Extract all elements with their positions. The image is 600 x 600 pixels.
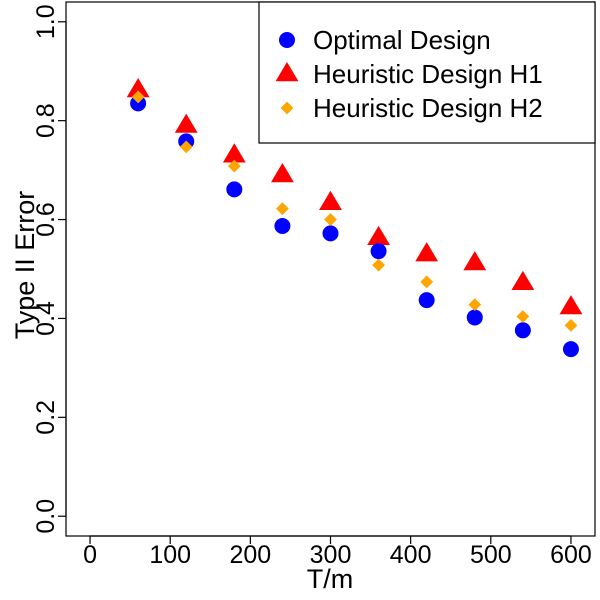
y-tick-label: 0.6 — [32, 202, 60, 237]
data-point-heuristic-design-h2 — [420, 275, 434, 289]
y-tick-label: 0.8 — [32, 103, 60, 138]
y-tick-label: 1.0 — [32, 4, 60, 39]
legend-label: Heuristic Design H2 — [313, 93, 543, 123]
data-point-optimal-design — [322, 225, 339, 242]
y-axis-title: Type II Error — [10, 191, 40, 340]
data-point-optimal-design — [226, 181, 243, 198]
data-point-heuristic-design-h1 — [559, 295, 583, 315]
x-tick-label: 200 — [229, 541, 271, 569]
y-tick-label: 0.4 — [32, 301, 60, 336]
legend-marker-heuristic-design-h1 — [275, 62, 299, 82]
y-tick-label: 0.2 — [32, 400, 60, 435]
data-point-heuristic-design-h1 — [367, 225, 390, 246]
legend-marker-heuristic-design-h2 — [280, 101, 294, 115]
data-point-heuristic-design-h2 — [468, 298, 482, 311]
legend-label: Optimal Design — [313, 25, 491, 55]
data-point-optimal-design — [130, 95, 147, 112]
data-point-heuristic-design-h1 — [271, 163, 294, 183]
x-axis: 0 100 200 300 400 500 600 — [83, 535, 592, 569]
x-tick-label: 0 — [83, 541, 97, 569]
data-point-optimal-design — [418, 292, 435, 309]
data-point-optimal-design — [514, 322, 531, 339]
x-tick-label: 600 — [550, 541, 592, 569]
x-tick-label: 300 — [310, 541, 352, 569]
x-tick-label: 400 — [390, 541, 432, 569]
data-point-heuristic-design-h1 — [174, 113, 198, 133]
data-point-heuristic-design-h2 — [324, 213, 337, 226]
data-point-heuristic-design-h2 — [372, 258, 385, 272]
data-point-heuristic-design-h1 — [319, 190, 342, 210]
data-point-heuristic-design-h2 — [179, 140, 193, 154]
x-tick-label: 500 — [470, 541, 512, 569]
data-point-optimal-design — [370, 243, 387, 260]
data-point-optimal-design — [466, 309, 483, 326]
legend: Optimal Design Heuristic Design H1 Heurist… — [258, 1, 596, 144]
data-point-heuristic-design-h1 — [126, 78, 150, 98]
data-points — [126, 78, 583, 358]
data-point-heuristic-design-h2 — [227, 159, 241, 173]
data-point-heuristic-design-h2 — [276, 202, 289, 216]
data-point-heuristic-design-h1 — [222, 143, 246, 163]
data-point-optimal-design — [562, 341, 579, 358]
x-axis-title: T/m — [307, 564, 354, 594]
legend-marker-optimal-design — [279, 32, 295, 48]
y-axis: 0.0 0.2 0.4 0.6 0.8 1.0 — [32, 4, 67, 534]
y-tick-label: 0.0 — [32, 499, 60, 534]
data-point-heuristic-design-h1 — [415, 242, 439, 262]
data-point-optimal-design — [274, 217, 291, 234]
x-tick-label: 100 — [149, 541, 191, 569]
legend-label: Heuristic Design H1 — [313, 59, 543, 89]
legend-box — [258, 1, 596, 144]
data-point-heuristic-design-h1 — [463, 251, 487, 271]
data-point-heuristic-design-h2 — [516, 310, 530, 323]
data-point-heuristic-design-h1 — [511, 270, 535, 291]
data-point-heuristic-design-h2 — [131, 90, 145, 104]
data-point-heuristic-design-h2 — [564, 318, 578, 332]
